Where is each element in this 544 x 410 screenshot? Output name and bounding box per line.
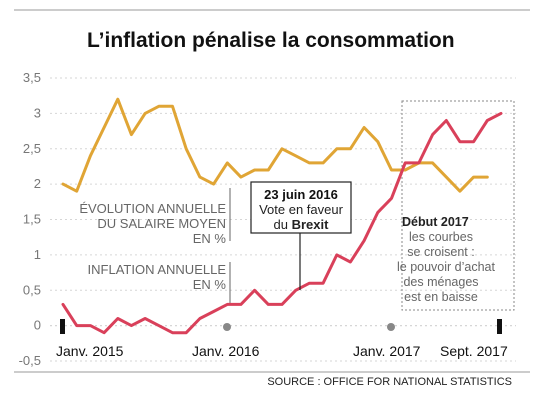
debut-2017-text: des ménages — [403, 275, 478, 289]
inflation-series-label-line: EN % — [193, 277, 227, 292]
x-tick-label: Janv. 2016 — [192, 343, 260, 359]
y-tick-label: 1 — [34, 247, 41, 262]
brexit-annotation: 23 juin 2016 Vote en faveur du Brexit — [250, 181, 352, 290]
x-tick-label: Janv. 2017 — [353, 343, 421, 359]
y-axis-ticks: 3,5 3 2,5 2 1,5 1 0,5 0 -0,5 — [19, 70, 41, 368]
wage-series-label-line: DU SALAIRE MOYEN — [97, 216, 226, 231]
y-tick-label: 3 — [34, 105, 41, 120]
debut-2017-text: le pouvoir d’achat — [397, 260, 496, 274]
x-tick-label: Janv. 2015 — [56, 343, 124, 359]
debut-2017-annotation: Début 2017 les courbes se croisent : le … — [397, 215, 496, 304]
inflation-line — [61, 111, 503, 335]
x-axis: Janv. 2015 Janv. 2016 Janv. 2017 Sept. 2… — [56, 319, 508, 359]
series-lines — [61, 97, 503, 335]
wage-series-label-line: EN % — [193, 231, 227, 246]
debut-2017-title: Début 2017 — [402, 215, 469, 229]
y-tick-label: 0 — [34, 318, 41, 333]
x-tick-label: Sept. 2017 — [440, 343, 508, 359]
brexit-date: 23 juin 2016 — [264, 187, 338, 202]
inflation-series-label-line: INFLATION ANNUELLE — [88, 262, 227, 277]
source-note: SOURCE : OFFICE FOR NATIONAL STATISTICS — [267, 376, 512, 388]
x-axis-dot — [387, 323, 395, 331]
wage-series-label-line: ÉVOLUTION ANNUELLE — [79, 201, 226, 216]
chart-title: L’inflation pénalise la consommation — [87, 29, 455, 52]
y-tick-label: -0,5 — [19, 353, 41, 368]
x-axis-start-marker — [60, 319, 65, 334]
debut-2017-text: se croisent : — [407, 245, 474, 259]
y-tick-label: 1,5 — [23, 212, 41, 227]
x-axis-end-marker — [497, 319, 502, 334]
y-tick-label: 3,5 — [23, 70, 41, 85]
y-tick-label: 2,5 — [23, 141, 41, 156]
x-axis-dot — [223, 323, 231, 331]
y-tick-label: 0,5 — [23, 282, 41, 297]
y-tick-label: 2 — [34, 176, 41, 191]
brexit-text: du Brexit — [274, 217, 330, 232]
series-labels: ÉVOLUTION ANNUELLE DU SALAIRE MOYEN EN %… — [79, 188, 231, 305]
brexit-box — [250, 181, 352, 234]
brexit-text: Vote en faveur — [259, 202, 344, 217]
debut-2017-highlight-box — [401, 100, 515, 311]
debut-2017-text: est en baisse — [404, 290, 478, 304]
debut-2017-text: les courbes — [409, 230, 473, 244]
